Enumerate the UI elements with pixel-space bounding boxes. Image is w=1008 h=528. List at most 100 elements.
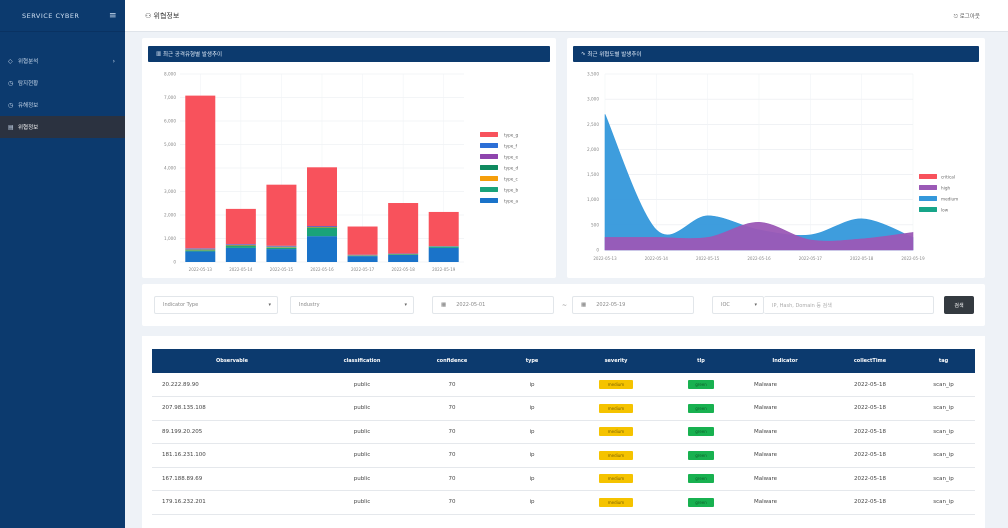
sidebar-item-detection[interactable]: ◷ 탐지현황	[0, 72, 125, 94]
column-header[interactable]: severity	[604, 358, 628, 364]
table-row[interactable]: 89.199.20.205 public 70 ip medium green Malwar…	[152, 420, 975, 444]
bar-segment	[266, 247, 297, 250]
tlp-badge: green	[688, 497, 714, 507]
bar-segment	[307, 227, 337, 237]
y-tick-label: 2,000	[164, 213, 176, 218]
cell-confidence: 70	[448, 405, 456, 412]
chart-title: 최근 공격유형별 발생추이	[162, 52, 223, 58]
attack-type-chart-panel: ▥ 최근 공격유형별 발생추이 0 1,000 2,000 3,000 4,000 5,0…	[142, 38, 556, 278]
x-tick-label: 2022-05-14	[645, 256, 669, 261]
ioc-select[interactable]: IOC ▾	[712, 296, 764, 314]
table-row[interactable]: 179.16.232.201 public 70 ip medium green Malwa…	[152, 491, 975, 515]
search-input[interactable]: IP, Hash, Domain 등 검색	[764, 296, 934, 314]
y-tick-label: 7,000	[164, 95, 176, 100]
sidebar-item-threat-info[interactable]: ▤ 위협정보	[0, 116, 125, 138]
tlp-badge: green	[688, 403, 714, 413]
cell-indicator: Malware	[754, 405, 778, 412]
x-tick-label: 2022-05-16	[310, 267, 334, 272]
cell-classification: public	[353, 405, 371, 412]
legend-label: type_b	[504, 188, 518, 193]
cell-observable: 89.199.20.205	[162, 428, 203, 435]
calendar-icon: ▦	[581, 302, 587, 308]
tlp-badge: green	[688, 474, 714, 484]
sidebar-item-threat-analysis[interactable]: ◇ 위협분석 ›	[0, 50, 125, 72]
cell-collect-time: 2022-05-18	[854, 381, 886, 388]
y-tick-label: 1,000	[164, 236, 176, 241]
severity-badge: medium	[599, 474, 633, 484]
logout-label: 로그아웃	[959, 14, 980, 20]
cell-classification: public	[353, 428, 371, 435]
brand-name: SERVICE CYBER	[22, 11, 80, 20]
cell-tlp: green	[660, 467, 742, 491]
table-row[interactable]: 181.16.231.100 public 70 ip medium green Malwa…	[152, 444, 975, 467]
severity-badge: medium	[599, 403, 633, 413]
cell-severity: medium	[572, 397, 660, 421]
table-row[interactable]: 167.188.89.69 public 70 ip medium green Malwar…	[152, 467, 975, 491]
cell-tlp: green	[660, 491, 742, 515]
date-range-separator: ~	[562, 302, 568, 309]
legend-swatch	[480, 143, 498, 148]
cell-indicator: Malware	[754, 452, 778, 459]
legend-swatch	[480, 187, 498, 192]
y-tick-label: 8,000	[164, 72, 176, 77]
cell-indicator: Malware	[754, 428, 778, 435]
column-header[interactable]: tag	[938, 358, 949, 364]
cell-type: ip	[529, 381, 535, 388]
column-header[interactable]: confidence	[436, 358, 468, 364]
cell-tlp: green	[660, 373, 742, 397]
y-tick-label: 4,000	[164, 166, 176, 171]
search-button[interactable]: 검색	[944, 296, 974, 314]
x-tick-label: 2022-05-18	[392, 267, 416, 272]
cell-tlp: green	[660, 397, 742, 421]
y-tick-label: 3,000	[587, 97, 599, 102]
date-from-input[interactable]: ▦ 2022-05-01	[432, 296, 554, 314]
legend-swatch	[919, 196, 937, 201]
cell-severity: medium	[572, 467, 660, 491]
y-tick-label: 2,000	[587, 147, 599, 152]
column-header[interactable]: type	[525, 358, 539, 364]
column-header[interactable]: tlp	[697, 358, 705, 364]
column-header[interactable]: collectTime	[853, 358, 887, 364]
x-tick-label: 2022-05-15	[270, 267, 294, 272]
table-row[interactable]: 20.222.89.90 public 70 ip medium green Malware…	[152, 373, 975, 397]
cell-confidence: 70	[448, 475, 456, 482]
legend-swatch	[480, 176, 498, 181]
x-tick-label: 2022-05-16	[747, 256, 771, 261]
cell-classification: public	[353, 452, 371, 459]
x-tick-label: 2022-05-19	[901, 256, 925, 261]
logout-link[interactable]: ⎋ 로그아웃	[953, 14, 980, 20]
indicator-type-select[interactable]: Indicator Type ▾	[154, 296, 278, 314]
severity-badge: medium	[599, 380, 633, 389]
cell-classification: public	[353, 381, 371, 388]
cell-type: ip	[529, 499, 535, 506]
legend-swatch	[480, 165, 498, 170]
legend-label: medium	[941, 197, 958, 202]
cell-tag: scan_ip	[933, 428, 954, 435]
line-chart-icon: ∿	[581, 51, 588, 57]
chart-header: ∿ 최근 위협도별 발생추이	[573, 46, 979, 62]
caret-down-icon: ▾	[754, 302, 757, 308]
cell-type: ip	[529, 428, 535, 435]
column-header[interactable]: classification	[343, 358, 381, 364]
x-tick-label: 2022-05-15	[696, 256, 720, 261]
bar-segment	[185, 250, 216, 252]
bar-segment	[428, 247, 459, 262]
cell-tag: scan_ip	[933, 475, 954, 482]
y-tick-label: 6,000	[164, 119, 176, 124]
severity-chart-panel: ∿ 최근 위협도별 발생추이 0 500 1,000 1,500 2,000 2,500 3…	[567, 38, 985, 278]
column-header[interactable]: Indicator	[772, 358, 798, 364]
cell-indicator: Malware	[754, 499, 778, 506]
table-row[interactable]: 207.98.135.108 public 70 ip medium green Malwa…	[152, 397, 975, 421]
menu-toggle-icon[interactable]: ≡	[108, 10, 117, 21]
filter-bar: Indicator Type ▾ Industry ▾ ▦ 2022-05-01…	[142, 284, 985, 326]
cell-severity: medium	[572, 373, 660, 397]
document-icon: ▤	[8, 123, 14, 131]
date-to-input[interactable]: ▦ 2022-05-19	[572, 296, 694, 314]
bar-segment	[185, 251, 216, 262]
industry-select[interactable]: Industry ▾	[290, 296, 414, 314]
cell-indicator: Malware	[754, 381, 778, 388]
cell-tag: scan_ip	[933, 452, 954, 459]
sidebar-item-harmful[interactable]: ◷ 유해정보	[0, 94, 125, 116]
column-header[interactable]: Observable	[216, 358, 248, 364]
tlp-badge: green	[688, 450, 714, 460]
